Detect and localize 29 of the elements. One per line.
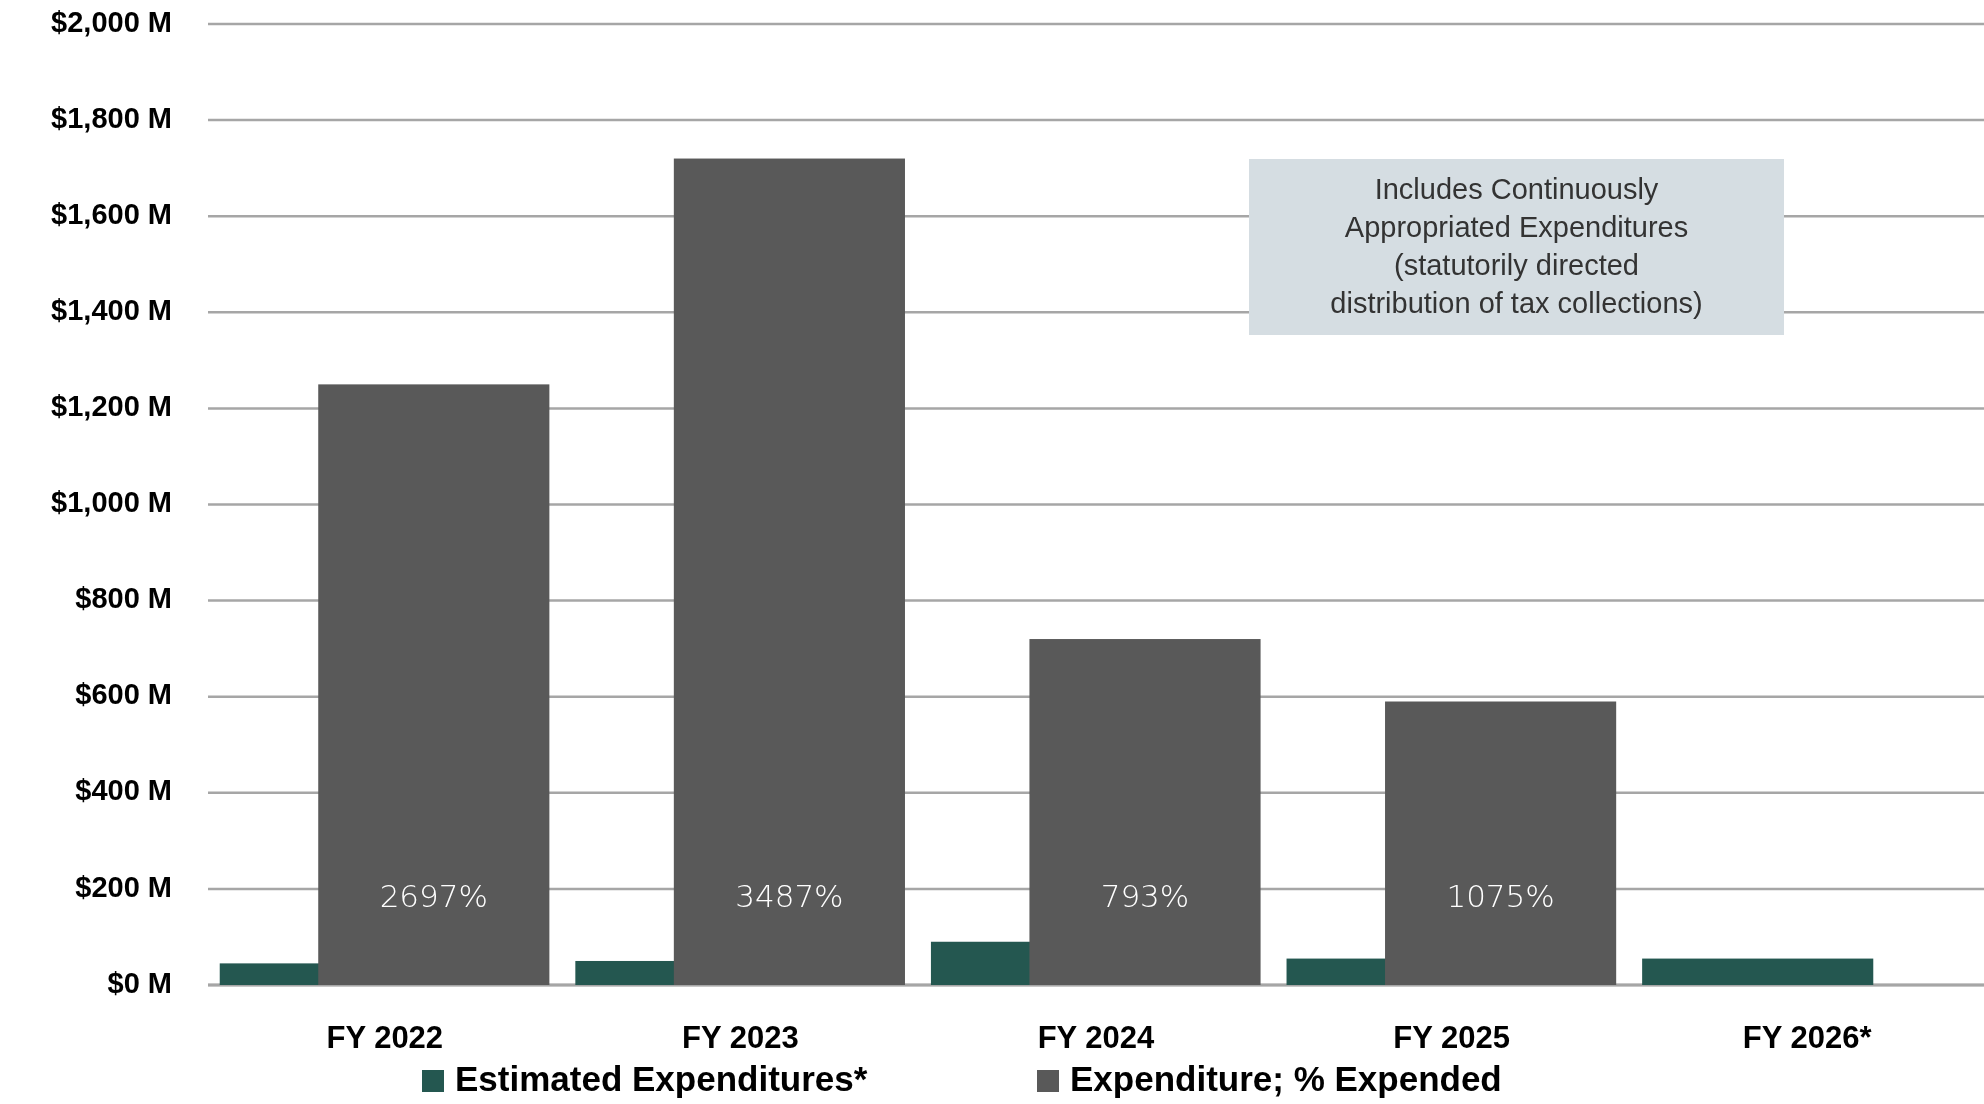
legend-label: Expenditure; % Expended [1070, 1059, 1502, 1099]
y-tick-label: $600 M [75, 678, 172, 711]
annotation: Includes Continuously Appropriated Expenditures (statutorily directed distribution of tax collections) [1330, 173, 1703, 319]
x-tick-label: FY 2023 [682, 1020, 799, 1056]
y-tick-label: $1,000 M [51, 486, 172, 519]
annotation: 2697% [379, 877, 488, 914]
bar [673, 158, 905, 985]
annotation: 3487% [735, 877, 844, 914]
y-tick-label: $2,000 M [51, 5, 172, 38]
y-tick-label: $400 M [75, 774, 172, 807]
y-tick-label: $1,400 M [51, 293, 172, 326]
y-tick-label: $800 M [75, 582, 172, 615]
x-tick-label: FY 2026* [1742, 1020, 1873, 1056]
annotation: 793% [1100, 877, 1190, 914]
note-box: Includes Continuously Appropriated Expenditures (statutorily directed distribution of tax collections) [1249, 159, 1784, 335]
legend-label: Estimated Expenditures* [455, 1059, 868, 1099]
y-tick-label: $0 M [107, 966, 172, 999]
y-tick-label: $200 M [75, 870, 172, 903]
annotation: 1075% [1446, 877, 1555, 914]
x-tick-label: FY 2022 [326, 1020, 444, 1056]
y-tick-label: $1,800 M [51, 101, 172, 134]
x-tick-label: FY 2025 [1393, 1020, 1510, 1056]
x-tick-label: FY 2024 [1037, 1020, 1156, 1056]
y-tick-label: $1,600 M [51, 197, 172, 230]
bar [318, 384, 550, 985]
bar [1642, 958, 1874, 985]
bar [1029, 639, 1261, 985]
y-tick-label: $1,200 M [51, 390, 172, 423]
bar [1385, 701, 1617, 985]
